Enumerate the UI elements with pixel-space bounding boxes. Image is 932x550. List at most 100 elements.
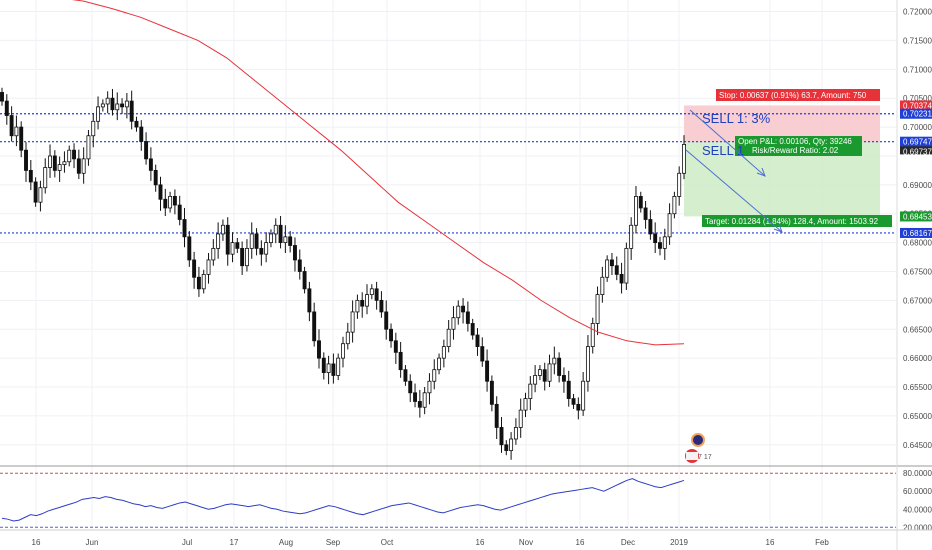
candle-body: [374, 288, 379, 301]
candle-body: [518, 409, 523, 428]
candle-body: [561, 375, 566, 382]
candle-body: [355, 299, 360, 313]
candle-body: [350, 311, 355, 333]
candle-body: [634, 195, 638, 226]
candle-body: [341, 343, 345, 359]
price-axis[interactable]: 0.720000.715000.710000.705000.700000.695…: [900, 8, 932, 450]
candle-body: [148, 158, 153, 171]
candle-body: [427, 380, 432, 394]
time-axis[interactable]: 16 Jun Jul 17 Aug Sep Oct 16 Nov 16 Dec 2019 16 Feb: [32, 538, 830, 547]
candle-body: [240, 247, 245, 267]
candle-body: [605, 259, 610, 278]
candle-body: [624, 247, 629, 284]
candle-body: [489, 380, 494, 405]
target-label: Target: 0.01284 (1.84%) 128.4, Amount: 1…: [705, 217, 879, 226]
candle-body: [403, 369, 408, 382]
candle-body: [249, 233, 254, 249]
price-tick-label: 0.67000: [903, 296, 932, 305]
candle-body: [216, 233, 221, 249]
time-tick-label: Jul: [182, 538, 192, 547]
candle-body: [317, 340, 321, 359]
candle-body: [619, 273, 624, 284]
candle-body: [422, 392, 427, 408]
price-badge-label: 0.70374: [903, 101, 932, 110]
candle-body: [293, 245, 297, 261]
candle-body: [307, 288, 312, 313]
price-tick-label: 0.70500: [903, 94, 932, 103]
candle-body: [230, 242, 235, 255]
price-tick-label: 0.66000: [903, 354, 932, 363]
time-tick-label: 2019: [670, 538, 688, 547]
candle-body: [566, 380, 571, 399]
price-tick-label: 0.70000: [903, 123, 932, 132]
candle-body: [297, 259, 302, 272]
time-tick-label: Aug: [279, 538, 293, 547]
candle-body: [413, 392, 418, 402]
moving-average-series: [71, 0, 685, 346]
candle-body: [384, 311, 389, 330]
event-badge-text: 7 17: [698, 454, 712, 461]
candle-body: [437, 357, 442, 371]
candlestick-series: [0, 87, 686, 460]
candle-body: [331, 363, 336, 376]
candle-body: [369, 288, 374, 295]
candle-body: [470, 323, 475, 336]
candle-body: [67, 149, 72, 163]
candle-body: [465, 311, 470, 324]
price-tick-label: 0.72000: [903, 8, 932, 17]
candle-body: [662, 236, 667, 249]
stop-label-box[interactable]: Stop: 0.00637 (0.91%) 63.7, Amount: 750: [716, 89, 880, 101]
candle-body: [672, 195, 677, 215]
candle-body: [19, 126, 24, 151]
candle-body: [614, 265, 619, 275]
candle-body: [254, 233, 259, 249]
candle-body: [393, 340, 398, 353]
event-badge[interactable]: 7 17: [685, 433, 712, 463]
candle-body: [576, 403, 581, 411]
price-badge: [900, 211, 932, 222]
candle-body: [259, 247, 264, 255]
candle-body: [129, 100, 134, 122]
indicator-line: [1, 478, 685, 522]
candle-body: [417, 401, 422, 408]
time-tick-label: Jun: [86, 538, 99, 547]
candle-body: [571, 398, 576, 405]
candle-body: [542, 369, 547, 382]
forecast-arrows[interactable]: [685, 109, 783, 233]
candle-body: [302, 271, 307, 290]
price-tick-label: 0.71000: [903, 65, 932, 74]
candle-body: [360, 299, 365, 307]
open-pnl-box[interactable]: Open P&L: 0.00106, Qty: 39246 Risk/Rewar…: [735, 136, 862, 156]
candle-body: [0, 92, 4, 102]
candle-body: [451, 317, 456, 330]
time-tick-label: 16: [576, 538, 585, 547]
candle-body: [528, 383, 533, 399]
candle-body: [43, 167, 48, 189]
candle-body: [667, 213, 672, 238]
candle-body: [235, 242, 240, 249]
candle-body: [206, 259, 211, 275]
candle-body: [609, 259, 614, 267]
price-badge: [900, 108, 932, 119]
sell-label-1[interactable]: SELL 1: 3%: [702, 111, 771, 126]
candle-body: [494, 403, 499, 428]
candle-body: [513, 427, 518, 440]
candle-body: [48, 155, 52, 168]
candle-body: [336, 357, 341, 376]
candle-body: [115, 103, 120, 111]
candle-body: [96, 106, 101, 122]
candle-body: [201, 273, 206, 290]
price-badge: [900, 136, 932, 147]
candle-body: [225, 224, 230, 255]
sell-label-2[interactable]: SELL 1: [702, 143, 744, 158]
price-tick-label: 0.67500: [903, 267, 932, 276]
candle-body: [33, 181, 38, 203]
candle-body: [638, 195, 643, 209]
target-label-box[interactable]: Target: 0.01284 (1.84%) 128.4, Amount: 1…: [702, 215, 892, 227]
candle-body: [547, 363, 552, 382]
price-tick-label: 0.71500: [903, 36, 932, 45]
candle-body: [220, 224, 225, 235]
price-badge: [900, 154, 932, 165]
price-tick-label: 0.69000: [903, 181, 932, 190]
